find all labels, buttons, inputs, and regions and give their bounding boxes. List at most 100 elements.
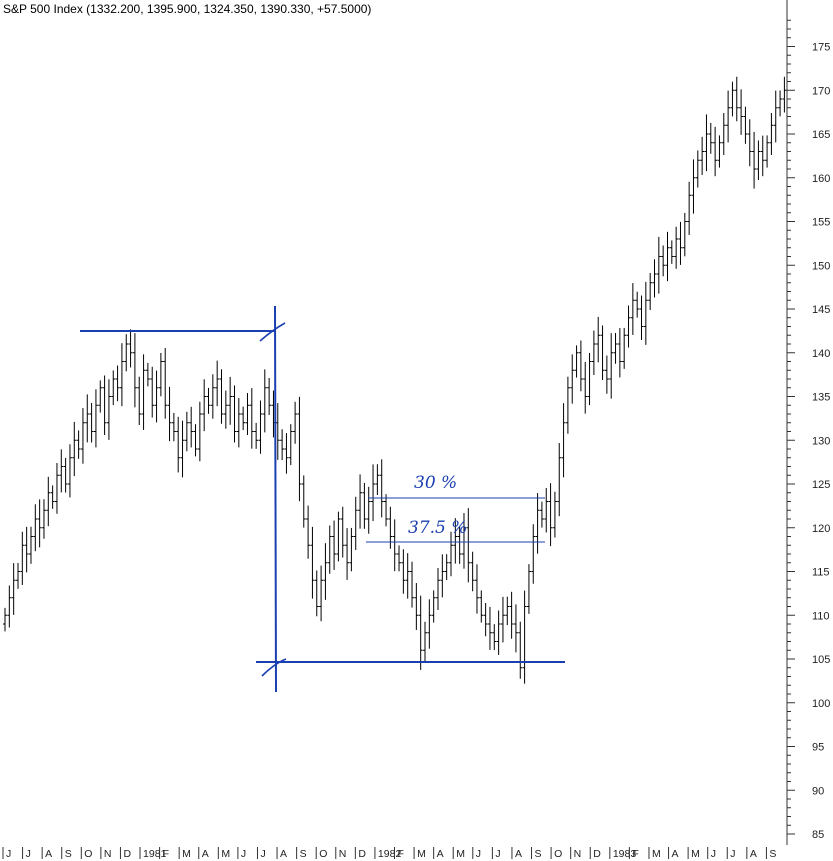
price-bar <box>193 424 198 457</box>
price-bar <box>721 113 726 155</box>
x-tick-label: F <box>163 848 169 860</box>
price-bar <box>565 376 570 434</box>
x-tick-label: M <box>691 848 700 860</box>
price-bar <box>210 374 215 419</box>
price-bar <box>513 604 518 653</box>
y-tick-label: 115 <box>812 567 830 579</box>
x-tick-label: N <box>104 848 112 860</box>
x-tick-label: J <box>241 848 246 860</box>
price-bar <box>548 483 553 547</box>
price-bar <box>457 526 462 564</box>
x-tick-label: J <box>260 848 265 860</box>
x-tick-label: J <box>6 848 11 860</box>
y-tick-label: 100 <box>812 698 830 710</box>
x-tick-label: M <box>182 848 191 860</box>
price-bar <box>570 354 575 404</box>
price-bar <box>358 474 363 529</box>
price-bar <box>327 525 332 574</box>
price-bar <box>171 412 176 442</box>
price-bar <box>682 212 687 257</box>
x-tick-label: A <box>280 848 287 860</box>
y-tick-label: 160 <box>812 173 830 185</box>
price-bar <box>643 281 648 345</box>
price-bar <box>3 607 7 632</box>
price-bar <box>76 430 81 459</box>
price-bar <box>392 519 397 572</box>
x-tick-label: J <box>711 848 716 860</box>
price-bar <box>600 325 605 381</box>
price-bar <box>236 398 241 448</box>
price-bar <box>444 554 449 581</box>
price-bar <box>743 106 748 144</box>
price-bar <box>115 365 120 402</box>
price-bar <box>440 554 445 598</box>
price-bar <box>80 408 85 464</box>
y-tick-label: 135 <box>812 392 830 404</box>
x-tick-label: A <box>672 848 679 860</box>
x-tick-label: D <box>593 848 601 860</box>
y-tick-label: 140 <box>812 348 830 360</box>
price-bar <box>128 329 133 368</box>
price-bar <box>695 150 700 188</box>
x-tick-label: O <box>554 848 562 860</box>
price-bar <box>145 362 150 387</box>
price-bar <box>262 369 267 433</box>
price-bar <box>154 370 159 423</box>
vertical-measure-line <box>274 305 277 693</box>
price-bar <box>132 333 137 408</box>
price-bar <box>518 621 523 679</box>
price-bar <box>678 221 683 265</box>
price-bar <box>332 520 337 570</box>
price-bar <box>180 420 185 478</box>
x-tick-label: F <box>398 848 404 860</box>
price-bar <box>674 226 679 269</box>
bottom-tick-mark <box>261 658 287 677</box>
price-bar <box>59 449 64 493</box>
top-tick-mark <box>259 322 286 342</box>
price-bar <box>691 159 696 214</box>
price-bar <box>483 603 488 637</box>
y-tick-label: 110 <box>812 610 830 622</box>
price-bar <box>531 524 536 584</box>
price-bar <box>167 386 172 442</box>
price-bar <box>487 606 492 650</box>
price-bar <box>713 126 718 177</box>
y-tick-label: 105 <box>812 654 830 666</box>
x-tick-label: A <box>437 848 444 860</box>
x-tick-label: S <box>300 848 307 860</box>
y-tick-label: 95 <box>812 742 824 754</box>
price-bar <box>405 553 410 599</box>
x-tick-label: M <box>417 848 426 860</box>
price-bar <box>241 406 246 431</box>
x-tick-label: F <box>632 848 638 860</box>
x-tick-label: N <box>339 848 347 860</box>
y-tick-label: 175 <box>812 42 830 54</box>
price-bars <box>3 76 787 684</box>
price-bar <box>470 551 475 592</box>
y-axis: 85 90 95 100 105 110 115 120 125 130 135 140 145 150 1… <box>786 0 830 845</box>
x-tick-label: S <box>65 848 72 860</box>
price-bar <box>323 543 328 600</box>
y-tick-label: 125 <box>812 479 830 491</box>
y-tick-label: 130 <box>812 435 830 447</box>
price-bar <box>492 624 497 651</box>
price-bar <box>526 564 531 614</box>
price-bar <box>669 240 674 264</box>
price-bar <box>431 590 436 623</box>
price-bar <box>587 352 592 406</box>
price-bar <box>765 135 770 168</box>
price-bar <box>163 348 168 419</box>
x-tick-label: A <box>202 848 209 860</box>
price-bar <box>591 330 596 375</box>
x-tick-label: S <box>769 848 776 860</box>
price-bar <box>245 393 250 435</box>
price-bar <box>280 429 285 461</box>
y-tick-label: 150 <box>812 260 830 272</box>
price-bar <box>72 421 77 477</box>
price-bar <box>544 488 549 533</box>
price-bar <box>505 596 510 626</box>
price-bar <box>535 493 540 554</box>
y-tick-label: 120 <box>812 523 830 535</box>
price-bar <box>310 526 315 599</box>
